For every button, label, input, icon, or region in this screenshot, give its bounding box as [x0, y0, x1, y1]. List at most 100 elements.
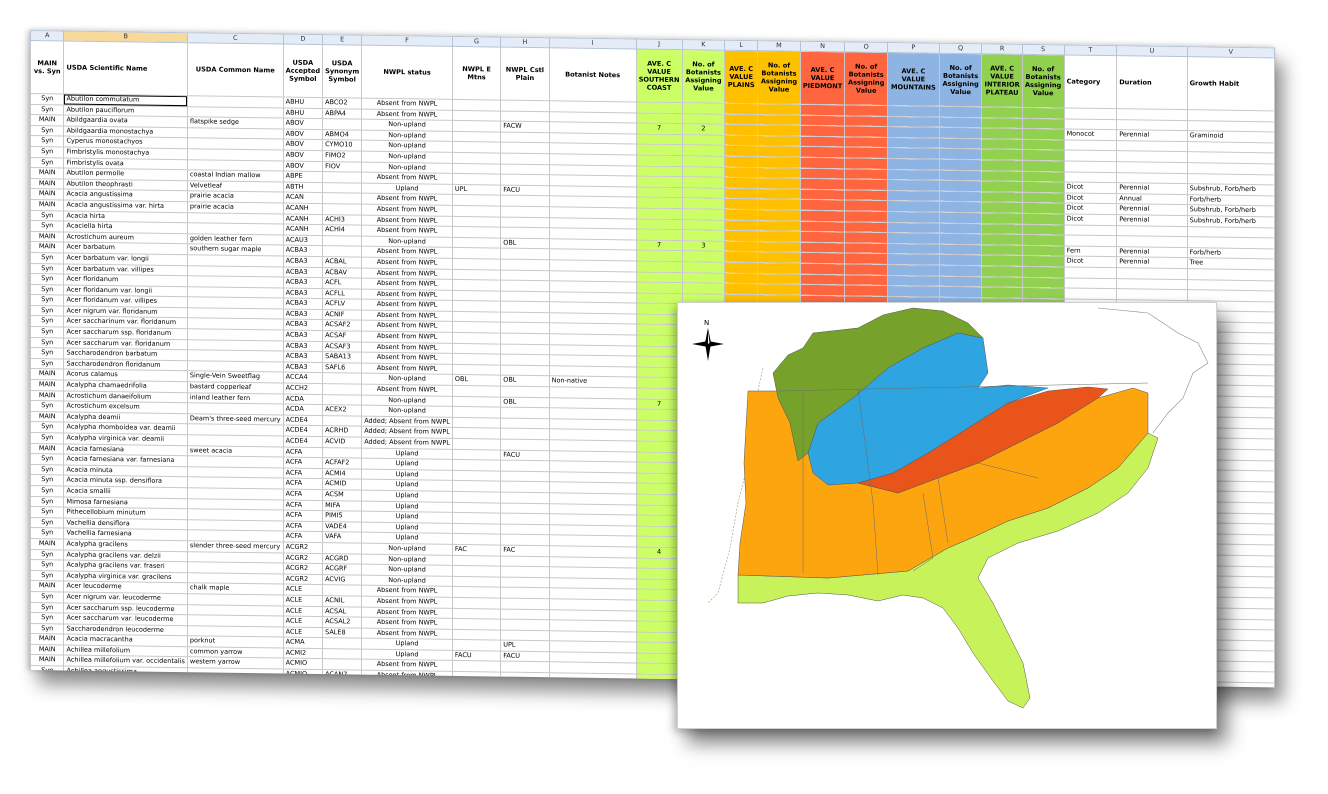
- cell-d[interactable]: ACBA3: [283, 351, 323, 363]
- cell-e[interactable]: ACSAF2: [322, 320, 362, 332]
- cell-d[interactable]: ACBA3: [283, 287, 323, 299]
- cell-m[interactable]: [757, 135, 801, 147]
- cell-k[interactable]: [682, 166, 725, 178]
- cell-j[interactable]: [636, 303, 683, 315]
- cell-c[interactable]: coastal Indian mallow: [187, 169, 284, 182]
- column-letter-d[interactable]: D: [283, 34, 323, 45]
- cell-e[interactable]: FIMO2: [322, 150, 362, 162]
- cell-e[interactable]: [322, 383, 362, 395]
- cell-k[interactable]: [682, 282, 725, 294]
- cell-h[interactable]: OBL: [500, 375, 550, 387]
- cell-j[interactable]: 7: [636, 398, 683, 410]
- cell-a[interactable]: Syn: [30, 549, 64, 561]
- cell-e[interactable]: [322, 118, 362, 130]
- cell-t[interactable]: Fern: [1064, 245, 1117, 257]
- cell-c[interactable]: flatspike sedge: [187, 116, 284, 129]
- cell-e[interactable]: ACVID: [322, 436, 362, 448]
- cell-d[interactable]: ACGR2: [283, 573, 323, 585]
- cell-h[interactable]: [500, 608, 550, 620]
- cell-s[interactable]: [1022, 213, 1065, 225]
- cell-h[interactable]: [500, 364, 550, 377]
- column-letter-h[interactable]: H: [500, 37, 550, 48]
- cell-f[interactable]: Added; Absent from NWPL: [361, 437, 453, 449]
- column-header-f[interactable]: NWPL status: [361, 45, 453, 100]
- cell-r[interactable]: [981, 202, 1023, 214]
- column-header-i[interactable]: Botanist Notes: [549, 47, 637, 102]
- cell-g[interactable]: [452, 554, 501, 567]
- cell-n[interactable]: [800, 199, 845, 211]
- cell-p[interactable]: [887, 232, 940, 244]
- cell-j[interactable]: [636, 504, 683, 516]
- cell-g[interactable]: [452, 396, 501, 408]
- cell-j[interactable]: [636, 377, 683, 389]
- column-letter-l[interactable]: L: [724, 40, 758, 51]
- cell-r[interactable]: [981, 255, 1023, 267]
- cell-s[interactable]: [1022, 160, 1065, 172]
- cell-g[interactable]: [452, 311, 501, 323]
- cell-e[interactable]: ACSAL2: [322, 616, 362, 628]
- column-header-r[interactable]: AVE. C VALUE INTERIOR PLATEAU: [981, 53, 1023, 108]
- cell-r[interactable]: [981, 265, 1023, 277]
- cell-o[interactable]: [844, 253, 888, 265]
- cell-g[interactable]: [452, 247, 501, 259]
- column-header-t[interactable]: Category: [1064, 54, 1117, 109]
- cell-s[interactable]: [1022, 266, 1065, 278]
- cell-d[interactable]: ACFA: [283, 457, 323, 469]
- cell-a[interactable]: Syn: [30, 496, 64, 508]
- cell-j[interactable]: [636, 292, 683, 304]
- cell-g[interactable]: [452, 162, 501, 175]
- cell-h[interactable]: [500, 100, 550, 112]
- cell-r[interactable]: [981, 244, 1023, 256]
- cell-h[interactable]: [500, 661, 550, 673]
- cell-a[interactable]: Syn: [30, 506, 64, 518]
- cell-g[interactable]: FACU: [452, 650, 501, 662]
- cell-h[interactable]: [500, 343, 550, 355]
- cell-t[interactable]: [1064, 288, 1117, 300]
- cell-d[interactable]: ACLE: [283, 616, 323, 628]
- column-header-e[interactable]: USDA Synonym Symbol: [322, 44, 362, 99]
- cell-a[interactable]: MAIN: [30, 654, 64, 667]
- cell-n[interactable]: [800, 189, 845, 201]
- cell-g[interactable]: FAC: [452, 544, 501, 556]
- cell-e[interactable]: ACAN7: [322, 669, 362, 681]
- cell-r[interactable]: [981, 106, 1023, 118]
- cell-d[interactable]: ACBA3: [283, 298, 323, 310]
- cell-s[interactable]: [1022, 128, 1065, 140]
- cell-l[interactable]: [724, 103, 758, 115]
- cell-m[interactable]: [757, 103, 801, 115]
- cell-q[interactable]: [939, 233, 982, 245]
- cell-n[interactable]: [800, 104, 845, 116]
- cell-j[interactable]: [636, 652, 683, 665]
- cell-h[interactable]: [500, 131, 550, 144]
- cell-l[interactable]: [724, 262, 758, 274]
- cell-l[interactable]: [724, 272, 758, 284]
- cell-o[interactable]: [844, 189, 888, 201]
- cell-g[interactable]: [452, 406, 501, 418]
- cell-n[interactable]: [800, 273, 845, 285]
- cell-c[interactable]: prairie acacia: [187, 201, 284, 214]
- cell-l[interactable]: [724, 209, 758, 221]
- cell-e[interactable]: [322, 584, 362, 597]
- cell-o[interactable]: [844, 200, 888, 212]
- cell-m[interactable]: [757, 262, 801, 274]
- cell-q[interactable]: [939, 275, 982, 287]
- cell-n[interactable]: [800, 114, 845, 127]
- cell-n[interactable]: [800, 220, 845, 233]
- cell-h[interactable]: FACW: [500, 121, 550, 133]
- cell-o[interactable]: [844, 284, 888, 297]
- cell-j[interactable]: [636, 218, 683, 230]
- cell-g[interactable]: [452, 131, 501, 143]
- cell-h[interactable]: [500, 386, 550, 398]
- cell-r[interactable]: [981, 117, 1023, 129]
- column-header-v[interactable]: Growth Habit: [1187, 56, 1275, 111]
- column-header-l[interactable]: AVE. C VALUE PLAINS: [724, 50, 758, 104]
- cell-h[interactable]: OBL: [500, 237, 550, 250]
- cell-e[interactable]: ACHI4: [322, 224, 362, 236]
- cell-a[interactable]: Syn: [30, 273, 64, 285]
- cell-e[interactable]: [322, 171, 362, 183]
- cell-r[interactable]: [981, 138, 1023, 150]
- column-header-c[interactable]: USDA Common Name: [187, 42, 284, 98]
- cell-a[interactable]: MAIN: [30, 538, 64, 550]
- cell-q[interactable]: [939, 148, 982, 160]
- cell-j[interactable]: [636, 599, 683, 612]
